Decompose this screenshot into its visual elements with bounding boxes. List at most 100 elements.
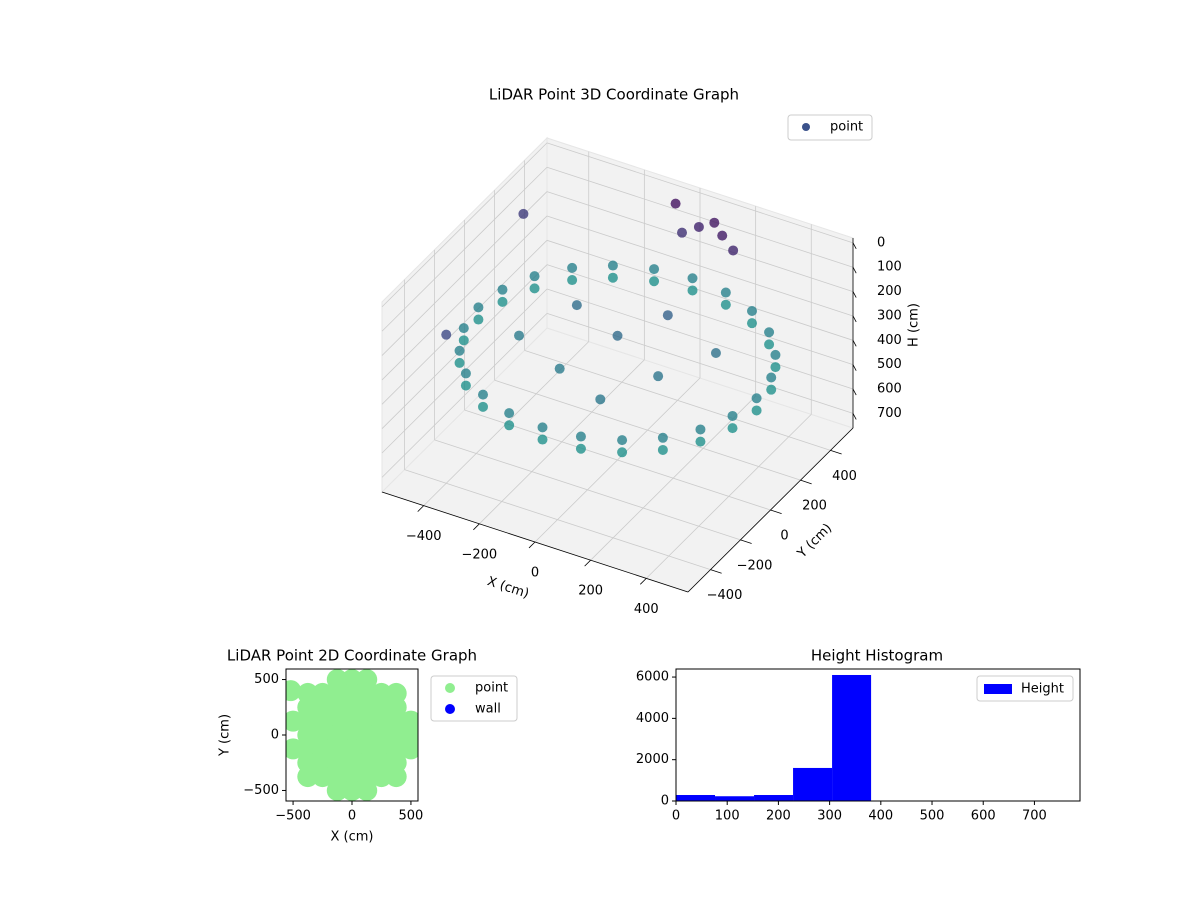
x-tick bbox=[584, 559, 591, 567]
point bbox=[751, 405, 762, 416]
grid-line bbox=[546, 166, 854, 268]
point bbox=[458, 323, 469, 334]
plot-area bbox=[286, 669, 418, 801]
point bbox=[720, 299, 731, 310]
point bbox=[326, 779, 348, 801]
point bbox=[717, 230, 728, 241]
y-tick-label: 500 bbox=[254, 672, 279, 687]
point bbox=[710, 348, 721, 359]
y-tick-label: 400 bbox=[832, 469, 857, 484]
legend-marker bbox=[445, 704, 455, 714]
legend-label: point bbox=[830, 120, 863, 135]
x-tick bbox=[473, 523, 480, 531]
x-tick-label: 100 bbox=[715, 809, 740, 824]
x-tick-label: 0 bbox=[672, 809, 680, 824]
y-tick bbox=[710, 569, 722, 574]
point bbox=[460, 380, 471, 391]
grid-line bbox=[546, 191, 854, 292]
z-tick-label: 100 bbox=[877, 260, 902, 275]
z-tick bbox=[852, 267, 857, 274]
point bbox=[746, 305, 757, 316]
x-tick-label: 500 bbox=[920, 809, 945, 824]
point bbox=[567, 262, 578, 273]
x-tick-label: 200 bbox=[766, 809, 791, 824]
point bbox=[687, 273, 698, 284]
grid-line bbox=[546, 142, 854, 244]
point bbox=[460, 368, 471, 379]
x-tick-label: 400 bbox=[868, 809, 893, 824]
point bbox=[720, 287, 731, 298]
bar bbox=[676, 795, 716, 801]
grid-line bbox=[381, 215, 548, 381]
point bbox=[537, 434, 548, 445]
point bbox=[727, 423, 738, 434]
x-tick-label: 700 bbox=[1022, 809, 1047, 824]
x-tick-label: 0 bbox=[531, 566, 539, 581]
x-axis-line bbox=[381, 491, 689, 593]
z-tick-label: 0 bbox=[877, 235, 885, 250]
legend-label: point bbox=[475, 681, 508, 696]
y-tick-label: −200 bbox=[737, 558, 773, 573]
point bbox=[286, 680, 302, 702]
grid-line bbox=[381, 313, 548, 478]
legend-marker bbox=[984, 684, 1012, 694]
point bbox=[770, 349, 781, 360]
grid-line bbox=[546, 239, 854, 341]
grid-line bbox=[381, 166, 548, 332]
x-tick bbox=[417, 505, 425, 512]
point bbox=[454, 357, 465, 368]
z-tick bbox=[852, 340, 857, 347]
point bbox=[746, 318, 757, 329]
y-tick-label: 0 bbox=[661, 794, 669, 809]
z-tick-label: 400 bbox=[877, 333, 902, 348]
point bbox=[662, 310, 673, 321]
point bbox=[695, 424, 706, 435]
point bbox=[764, 339, 775, 350]
point bbox=[400, 738, 418, 760]
legend-marker bbox=[802, 123, 810, 131]
z-tick bbox=[852, 242, 857, 250]
y-axis-label: Y (cm) bbox=[794, 521, 835, 562]
point bbox=[657, 432, 668, 443]
legend-label: Height bbox=[1021, 682, 1064, 697]
point bbox=[687, 285, 698, 296]
grid-line bbox=[434, 439, 741, 541]
point bbox=[312, 766, 334, 788]
grid-line bbox=[524, 349, 831, 451]
point bbox=[677, 227, 687, 238]
x-tick-label: 300 bbox=[817, 809, 842, 824]
point bbox=[458, 335, 469, 346]
point bbox=[478, 389, 489, 400]
x-tick-label: −400 bbox=[406, 529, 442, 544]
point bbox=[497, 284, 508, 295]
z-tick bbox=[852, 388, 857, 396]
point bbox=[385, 766, 407, 788]
grid-line bbox=[381, 191, 548, 356]
bar bbox=[715, 796, 755, 801]
z-tick bbox=[852, 291, 857, 298]
x-axis-label: X (cm) bbox=[485, 574, 531, 602]
x-axis-label: X (cm) bbox=[331, 830, 374, 845]
y-tick-label: 2000 bbox=[636, 752, 669, 767]
grid-line bbox=[404, 469, 711, 571]
y-axis-line bbox=[687, 427, 854, 593]
point bbox=[518, 208, 529, 219]
point bbox=[529, 271, 540, 282]
point bbox=[764, 327, 775, 338]
point bbox=[504, 408, 515, 419]
point bbox=[670, 198, 681, 209]
point bbox=[504, 420, 515, 431]
point bbox=[473, 314, 484, 325]
point bbox=[727, 410, 738, 421]
y-axis-label: Y (cm) bbox=[218, 714, 233, 757]
z-tick-label: 600 bbox=[877, 382, 902, 397]
x-tick-label: 400 bbox=[634, 602, 659, 617]
y-tick bbox=[740, 539, 752, 544]
point bbox=[441, 329, 452, 340]
y-tick-label: −400 bbox=[707, 588, 743, 603]
y-tick-label: 4000 bbox=[636, 711, 669, 726]
legend-label: wall bbox=[475, 702, 501, 717]
x-tick bbox=[639, 578, 647, 585]
z-tick-label: 500 bbox=[877, 357, 902, 372]
